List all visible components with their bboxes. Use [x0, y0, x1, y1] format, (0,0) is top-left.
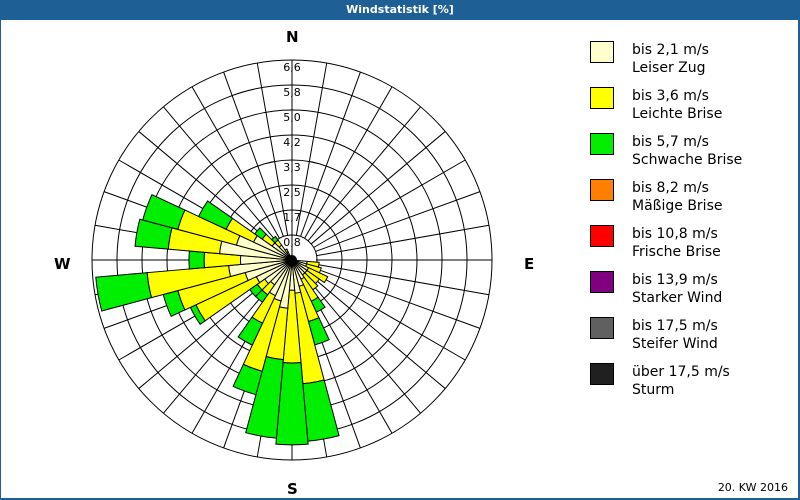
legend-swatch [590, 133, 614, 155]
legend-speed: bis 17,5 m/s [632, 318, 718, 334]
legend-label: Starker Wind [632, 290, 723, 306]
legend-swatch [590, 317, 614, 339]
week-label: 20. KW 2016 [717, 481, 788, 494]
legend-swatch [590, 271, 614, 293]
legend-speed: bis 2,1 m/s [632, 42, 709, 58]
legend-label: Steifer Wind [632, 336, 718, 352]
svg-text:6,6: 6,6 [283, 61, 301, 74]
legend-label: Schwache Brise [632, 152, 743, 168]
chart-title: Windstatistik [%] [0, 0, 800, 20]
legend-label: Frische Brise [632, 244, 721, 260]
legend-swatch [590, 363, 614, 385]
legend-swatch [590, 87, 614, 109]
legend-swatch [590, 179, 614, 201]
legend-speed: bis 8,2 m/s [632, 180, 709, 196]
svg-text:1,7: 1,7 [283, 211, 301, 224]
legend-speed: bis 10,8 m/s [632, 226, 718, 242]
legend-swatch [590, 225, 614, 247]
svg-text:0,8: 0,8 [283, 236, 301, 249]
legend-label: Sturm [632, 382, 675, 398]
svg-text:4,2: 4,2 [283, 136, 301, 149]
compass-north-label: N [286, 28, 299, 46]
svg-text:5,8: 5,8 [283, 86, 301, 99]
legend-label: Leichte Brise [632, 106, 723, 122]
svg-text:3,3: 3,3 [283, 161, 301, 174]
legend-speed: bis 5,7 m/s [632, 134, 709, 150]
legend-swatch [590, 41, 614, 63]
compass-south-label: S [287, 480, 298, 498]
legend-speed: bis 13,9 m/s [632, 272, 718, 288]
legend-speed: über 17,5 m/s [632, 364, 730, 380]
legend-label: Mäßige Brise [632, 198, 723, 214]
legend-label: Leiser Zug [632, 60, 706, 76]
compass-west-label: W [54, 255, 71, 273]
svg-text:5,0: 5,0 [283, 111, 301, 124]
compass-east-label: E [524, 255, 535, 273]
legend-speed: bis 3,6 m/s [632, 88, 709, 104]
chart-panel [1, 20, 798, 498]
svg-text:2,5: 2,5 [283, 186, 301, 199]
